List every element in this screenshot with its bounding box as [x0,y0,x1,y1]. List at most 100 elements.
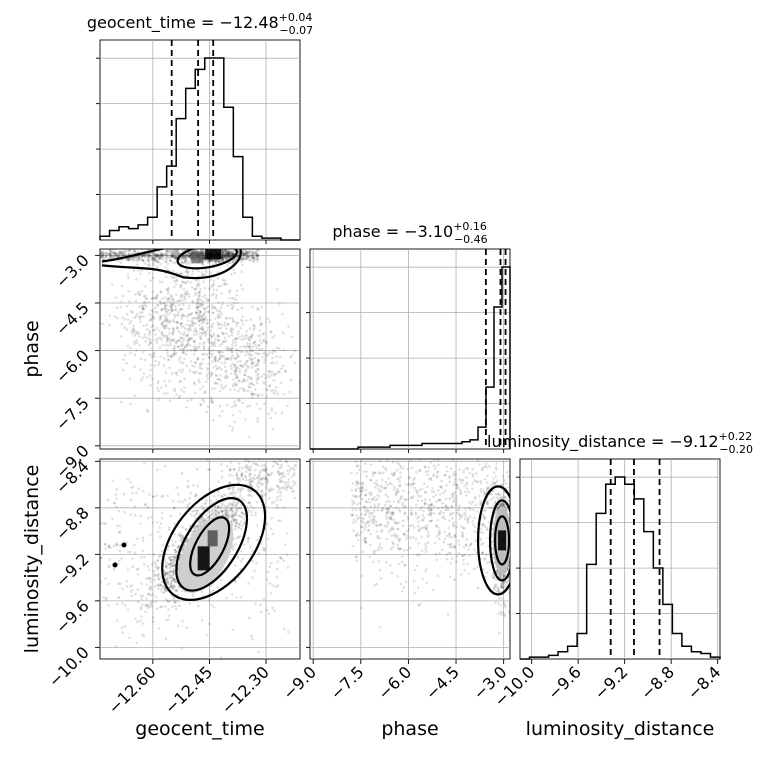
scatter-point [146,328,149,331]
scatter-point [133,269,136,272]
scatter-point [179,272,182,275]
scatter-point [163,245,166,248]
scatter-point [224,336,227,339]
scatter-point [231,507,234,510]
scatter-point [141,259,144,262]
scatter-point [116,619,119,622]
scatter-point [207,468,210,471]
scatter-point [211,388,214,391]
scatter-point [130,486,133,489]
scatter-point [173,250,176,253]
scatter-point [265,471,268,474]
scatter-point [252,507,255,510]
scatter-point [183,386,186,389]
scatter-point [130,252,133,255]
scatter-point [194,345,197,348]
scatter-point [125,362,128,365]
scatter-point [211,336,214,339]
scatter-point [240,451,243,454]
scatter-point [277,584,280,587]
scatter-point [175,608,178,611]
scatter-point [251,495,254,498]
scatter-point [247,582,250,585]
scatter-point [245,479,248,482]
scatter-point [135,492,138,495]
scatter-point [161,258,164,261]
scatter-point [240,520,243,523]
scatter-point [241,257,244,260]
scatter-point [107,604,110,607]
scatter-point [241,320,244,323]
scatter-point [219,507,222,510]
scatter-point [157,627,160,630]
scatter-point [272,379,275,382]
scatter-point [169,400,172,403]
scatter-point [203,287,206,290]
scatter-point [117,597,120,600]
scatter-point [257,260,260,263]
scatter-point [232,628,235,631]
scatter-point [121,602,124,605]
scatter-point [221,476,224,479]
scatter-point [126,568,129,571]
scatter-point [208,356,211,359]
scatter-point [238,371,241,374]
scatter-point [206,375,209,378]
scatter-point [256,374,259,377]
scatter-point [179,361,182,364]
scatter-point [122,493,125,496]
scatter-point [259,407,262,410]
scatter-point [265,487,268,490]
scatter-point [267,374,270,377]
scatter-point [91,326,94,329]
scatter-point [289,356,292,359]
scatter-point [154,575,157,578]
scatter-point [206,411,209,414]
scatter-point [234,382,237,385]
scatter-point [161,297,164,300]
scatter-point [234,511,237,514]
scatter-point [150,354,153,357]
scatter-point [242,345,245,348]
scatter-point [117,510,120,513]
scatter-point [261,393,264,396]
scatter-point [140,597,143,600]
scatter-point [264,377,267,380]
scatter-point [194,361,197,364]
scatter-point [227,457,230,460]
scatter-point [252,345,255,348]
scatter-point [159,246,162,249]
scatter-point [153,355,156,358]
scatter-point [270,362,273,365]
scatter-point [241,497,244,500]
title-err-plus: +0.04 [279,11,313,24]
scatter-point [135,331,138,334]
scatter-point [100,557,103,560]
scatter-point [114,296,117,299]
scatter-point [243,248,246,251]
scatter-point [505,482,508,485]
scatter-point [256,501,259,504]
scatter-point [220,656,223,659]
scatter-point [130,498,133,501]
scatter-point [233,302,236,305]
scatter-point [146,583,149,586]
scatter-point [221,510,224,513]
scatter-point [158,578,161,581]
scatter-point [228,487,231,490]
scatter-point [278,347,281,350]
scatter-point [201,505,204,508]
scatter-point [240,351,243,354]
scatter-point [168,332,171,335]
scatter-point [254,511,257,514]
scatter-point [193,383,196,386]
scatter-point [251,393,254,396]
scatter-point [257,464,260,467]
scatter-point [279,356,282,359]
scatter-point [271,336,274,339]
scatter-point [128,636,131,639]
scatter-point [190,328,193,331]
scatter-point [272,465,275,468]
scatter-point [159,290,162,293]
scatter-point [231,354,234,357]
